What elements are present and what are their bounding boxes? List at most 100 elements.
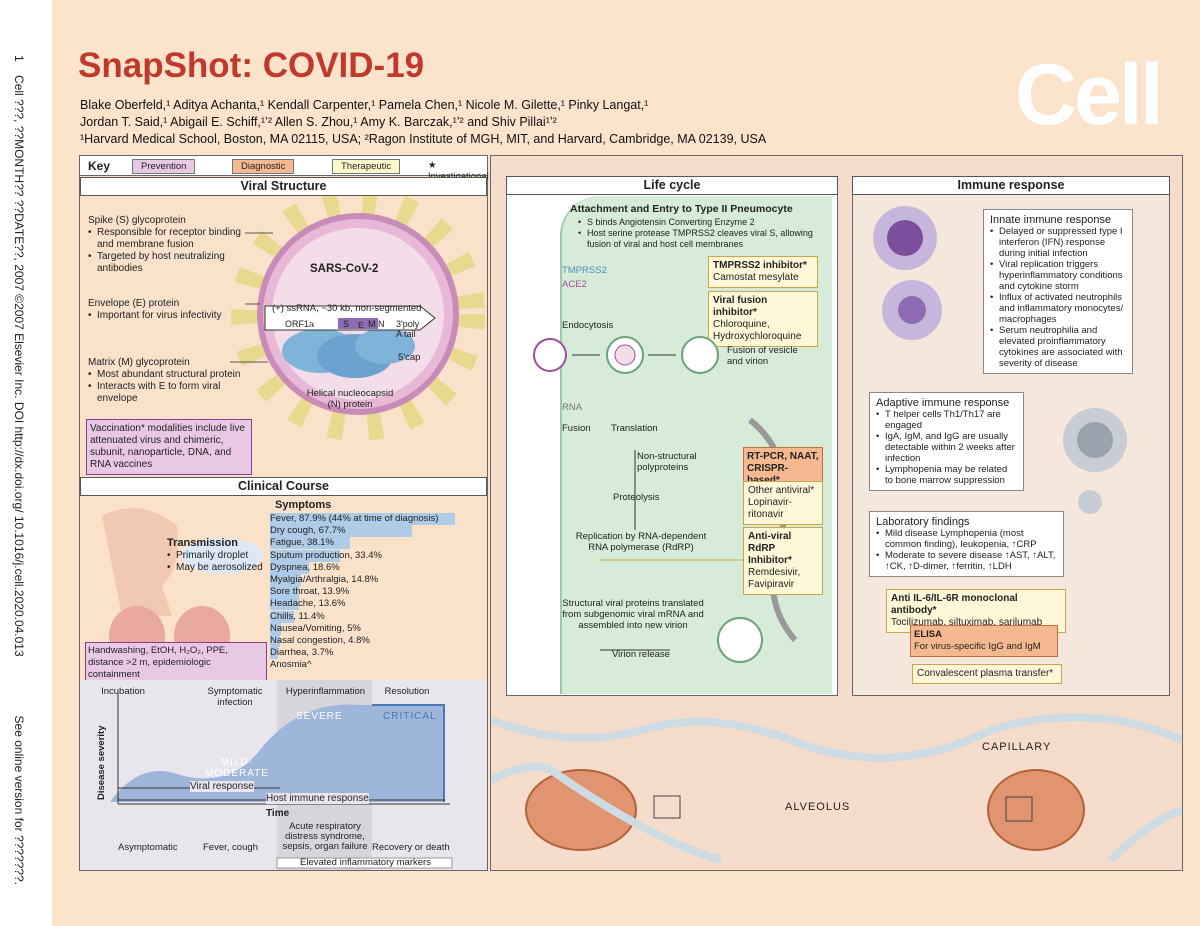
translation-label: Translation (611, 423, 658, 434)
rdrp-inhibitor-drug: Remdesivir, Favipiravir (748, 567, 801, 590)
adaptive-list: T helper cells Th1/Th17 are engaged IgA,… (876, 409, 1017, 486)
symptom-bar (270, 513, 455, 525)
phase-symptomatic: Symptomatic infection (207, 686, 263, 708)
inflammatory-markers-label: Elevated inflammatory markers (300, 857, 431, 868)
cell-logo: Cell (1015, 47, 1164, 143)
transmission-title: Transmission (167, 537, 238, 549)
endocytosis-label: Endocytosis (562, 320, 614, 331)
phase-hyperinflammation: Hyperinflammation (285, 686, 366, 697)
anti-il6-title: Anti IL-6/IL-6R monoclonal antibody* (891, 593, 1018, 616)
matrix-bullet: Most abundant structural protein (88, 369, 248, 381)
outcome-asymptomatic: Asymptomatic (118, 842, 178, 853)
innate-item: Serum neutrophilia and elevated proinfla… (990, 325, 1126, 369)
critical-outline (372, 704, 445, 802)
symptom-bar (270, 525, 413, 538)
transmission-list: Primarily droplet May be aerosolized (167, 550, 263, 574)
key-label: Key (88, 159, 111, 173)
symptoms-title: Symptoms (275, 499, 332, 511)
key-diagnostic: Diagnostic (232, 159, 295, 174)
authors-line2: Jordan T. Said,¹ Abigail E. Schiff,¹ʼ² A… (80, 115, 557, 129)
t-cell-illustration (1063, 408, 1127, 514)
phase-resolution: Resolution (384, 686, 430, 697)
capillary-left (525, 769, 637, 851)
spike-bullet: Responsible for receptor binding and mem… (88, 227, 248, 251)
adaptive-title: Adaptive immune response (876, 397, 1010, 409)
other-antiviral-drug: Lopinavir-ritonavir (748, 497, 792, 520)
critical-label: CRITICAL (383, 711, 437, 722)
cap-label: 5'cap (398, 352, 421, 363)
innate-title: Innate immune response (990, 214, 1112, 226)
matrix-info: Matrix (M) glycoprotein Most abundant st… (88, 357, 248, 405)
zoom-box-right (1005, 796, 1033, 822)
outcome-fever: Fever, cough (203, 842, 258, 853)
matrix-title: Matrix (M) glycoprotein (88, 357, 190, 368)
rna-label: RNA (562, 402, 583, 413)
symptom-label: Dyspnea, 18.6% (270, 561, 340, 573)
key-bar: Key Prevention Diagnostic Therapeutic ★ … (80, 156, 489, 182)
fusion-inhibitor-drug: Chloroquine, Hydroxychloroquine (713, 319, 802, 342)
fusion-inhibitor-box: Viral fusion inhibitor* Chloroquine, Hydr… (708, 291, 818, 347)
clinical-course-title: Clinical Course (80, 477, 487, 496)
polya-label: 3'poly (396, 319, 420, 329)
side-citation: 1 Cell ???, ??MONTH?? ??DATE??, 2007 ©20… (12, 55, 26, 885)
adaptive-item: IgA, IgM, and IgG are usually detectable… (876, 431, 1017, 464)
online-version-text: See online version for ???????. (12, 715, 26, 885)
y-axis-label: Disease severity (96, 725, 107, 800)
entry-list: S binds Angiotensin Converting Enzyme 2 … (578, 217, 818, 250)
symptom-label: Fatigue, 38.1% (270, 537, 334, 549)
symptom-bar (270, 635, 281, 647)
symptom-bar (270, 598, 299, 611)
disease-timeline (80, 680, 487, 870)
alveolus-illustration (491, 713, 1182, 864)
symptom-label: Fever, 87.9% (44% at time of diagnosis) (270, 513, 439, 524)
symptom-label: Headache, 13.6% (270, 598, 346, 610)
structural-label: Structural viral proteins translated fro… (562, 598, 704, 631)
fusion-label: Fusion (562, 423, 591, 434)
innate-box: Innate immune response Delayed or suppre… (983, 209, 1133, 374)
tmprss2-inhibitor-box: TMPRSS2 inhibitor* Camostat mesylate (708, 256, 818, 288)
phase-incubation: Incubation (101, 686, 145, 697)
innate-item: Viral replication triggers hyperinflamma… (990, 259, 1126, 292)
symptom-bar (270, 549, 341, 562)
symptom-bar (270, 586, 300, 599)
markers-bar (276, 857, 453, 869)
severe-label: SEVERE (296, 711, 343, 722)
zoom-box-left (653, 795, 681, 819)
adaptive-item: Lymphopenia may be related to bone marro… (876, 464, 1017, 486)
replication-label: Replication by RNA-dependent RNA polymer… (575, 531, 707, 553)
mild-label: MILD- (220, 757, 254, 768)
neutrophil-illustration (873, 206, 942, 340)
tmprss2-inhibitor-title: TMPRSS2 inhibitor* (713, 260, 807, 271)
envelope-bullet: Important for virus infectivity (88, 310, 248, 322)
spike-title: Spike (S) glycoprotein (88, 215, 186, 226)
life-cycle-title: Life cycle (506, 176, 838, 195)
lab-item: Mild disease Lymphopenia (most common fi… (876, 528, 1057, 550)
innate-list: Delayed or suppressed type I interferon … (990, 226, 1126, 369)
endocytosis-diagram (533, 336, 719, 374)
envelope-info: Envelope (E) protein Important for virus… (88, 298, 248, 322)
symptom-label: Sputum production, 33.4% (270, 549, 382, 561)
plasma-transfer-box: Convalescent plasma transfer* (912, 664, 1062, 684)
side-strip: 1 Cell ???, ??MONTH?? ??DATE??, 2007 ©20… (0, 0, 52, 926)
alveolus-label: ALVEOLUS (785, 801, 851, 813)
virus-name: SARS-CoV-2 (310, 263, 379, 275)
spike-bullet: Targeted by host neutralizing antibodies (88, 251, 248, 275)
spike-info: Spike (S) glycoprotein Responsible for r… (88, 215, 248, 275)
genome-label: (+) ssRNA, ~30 kb, non-segmented (272, 303, 422, 314)
nucleocapsid-label: Helical nucleocapsid (N) protein (306, 388, 394, 410)
entry-item: Host serine protease TMPRSS2 cleaves vir… (578, 228, 818, 250)
rdrp-inhibitor-box: Anti-viral RdRP Inhibitor* Remdesivir, Fa… (743, 527, 823, 595)
fusion-inhibitor-title: Viral fusion inhibitor* (713, 295, 768, 318)
affiliations: ¹Harvard Medical School, Boston, MA 0211… (80, 132, 767, 146)
capillary-label: CAPILLARY (982, 741, 1052, 753)
envelope-title: Envelope (E) protein (88, 298, 180, 309)
matrix-bullet: Interacts with E to form viral envelope (88, 381, 248, 405)
orf1b-block (338, 318, 378, 329)
lab-title: Laboratory findings (876, 516, 970, 528)
page-number: 1 (12, 55, 26, 62)
symptom-bar (270, 610, 294, 623)
symptom-label: Diarrhea, 3.7% (270, 647, 334, 659)
rdrp-inhibitor-title: Anti-viral RdRP Inhibitor* (748, 531, 792, 566)
symptom-label: Myalgia/Arthralgia, 14.8% (270, 574, 379, 585)
entry-item: S binds Angiotensin Converting Enzyme 2 (578, 217, 818, 228)
